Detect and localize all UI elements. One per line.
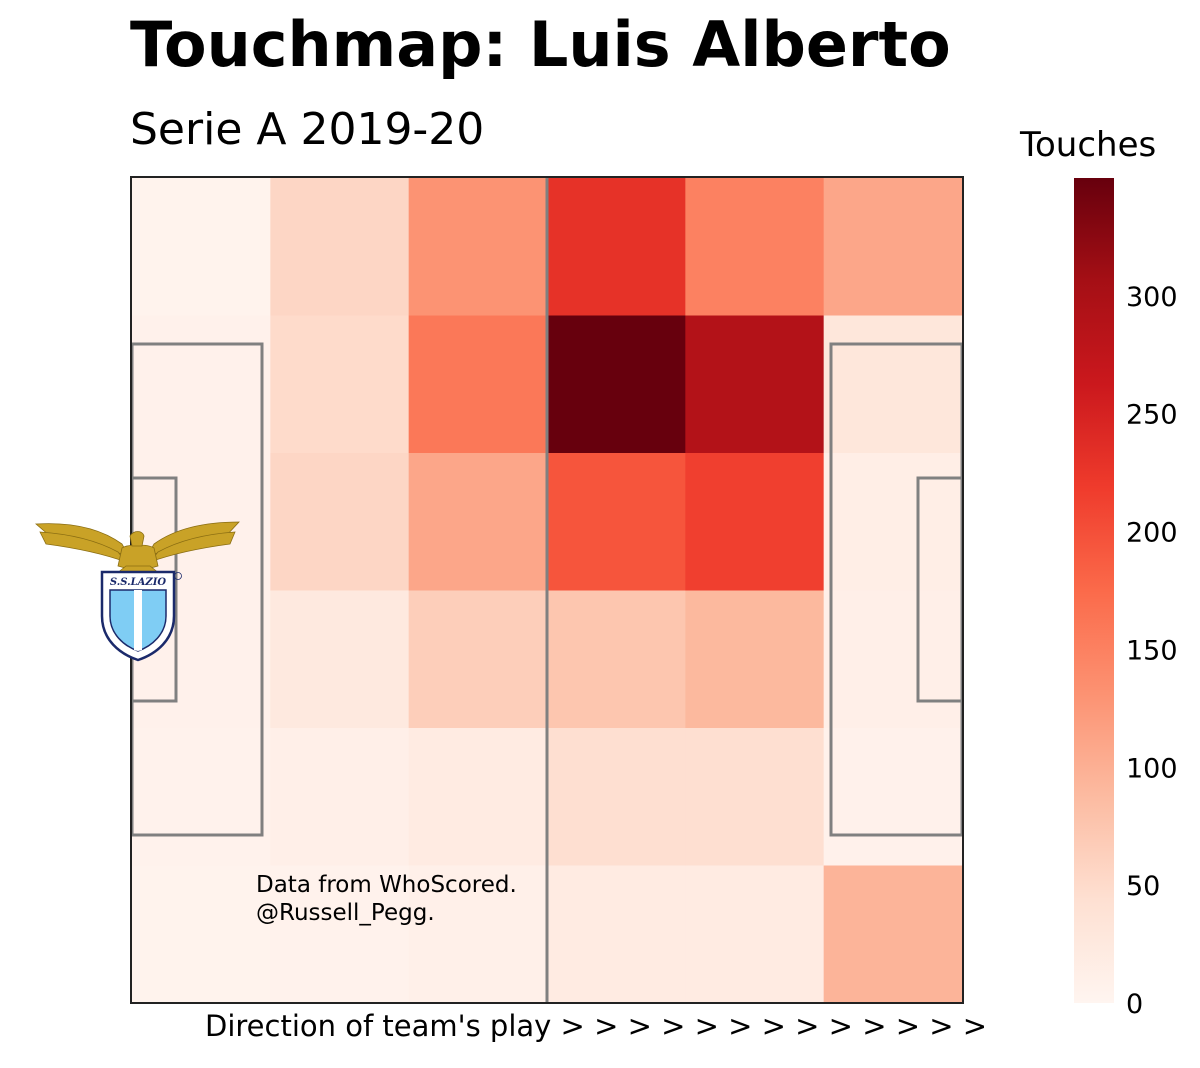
heatmap-cell <box>547 590 686 729</box>
colorbar-tick-label: 200 <box>1126 518 1178 549</box>
heatmap-cell <box>270 178 410 317</box>
heatmap-cell <box>270 453 410 592</box>
credit-line-2: @Russell_Pegg. <box>256 899 435 926</box>
chart-subtitle: Serie A 2019-20 <box>130 104 485 155</box>
heatmap-cell <box>132 315 271 454</box>
heatmap-cell <box>132 728 271 867</box>
heatmap-cell <box>823 178 963 317</box>
colorbar-tick-label: 100 <box>1126 753 1178 784</box>
colorbar-tick-label: 0 <box>1126 989 1143 1020</box>
heatmap-cell <box>823 728 963 867</box>
heatmap-cell <box>685 178 825 317</box>
chart-title: Touchmap: Luis Alberto <box>130 8 951 81</box>
colorbar-tick-label: 300 <box>1126 282 1178 313</box>
heatmap-cell <box>408 728 548 867</box>
heatmap-cell <box>132 453 271 592</box>
heatmap-cell <box>270 728 410 867</box>
heatmap-cell <box>547 453 686 592</box>
credit-line-1: Data from WhoScored. <box>256 872 517 898</box>
heatmap-cell <box>132 178 271 317</box>
data-credit: Data from WhoScored. @Russell_Pegg. <box>256 872 517 927</box>
heatmap-cell <box>823 865 963 1004</box>
colorbar-tick-label: 50 <box>1126 871 1160 902</box>
heatmap-cell <box>547 315 686 454</box>
eagle-icon <box>34 521 240 579</box>
heatmap-cell <box>270 865 410 1004</box>
heatmap-cell <box>408 178 548 317</box>
heatmap-cell <box>685 453 825 592</box>
heatmap-cell <box>685 315 825 454</box>
heatmap-cell <box>270 590 410 729</box>
heatmap-cell <box>547 178 686 317</box>
heatmap-cell <box>685 728 825 867</box>
crest-text: S.S.LAZIO <box>110 577 166 588</box>
colorbar-tick-label: 150 <box>1126 635 1178 666</box>
heatmap-cell <box>408 315 548 454</box>
heatmap-cell <box>547 728 686 867</box>
heatmap-cell <box>132 865 271 1004</box>
heatmap-cell <box>408 453 548 592</box>
colorbar-label: Touches <box>1020 125 1157 165</box>
lazio-crest-logo: S.S.LAZIO <box>30 518 245 668</box>
heatmap-cell <box>823 315 963 454</box>
heatmap-cell <box>547 865 686 1004</box>
heatmap-cells <box>132 178 963 1004</box>
heatmap-cell <box>685 590 825 729</box>
heatmap-cell <box>823 453 963 592</box>
colorbar-ticks: 0 50 100 150 200 250 300 <box>1126 282 1178 1020</box>
heatmap-cell <box>823 590 963 729</box>
heatmap-cell <box>408 590 548 729</box>
heatmap-cell <box>408 865 548 1004</box>
x-axis-label: Direction of team's play > > > > > > > >… <box>205 1009 988 1043</box>
heatmap-cell <box>685 865 825 1004</box>
colorbar-tick-label: 250 <box>1126 400 1178 431</box>
colorbar <box>1074 178 1114 1003</box>
heatmap-cell <box>270 315 410 454</box>
